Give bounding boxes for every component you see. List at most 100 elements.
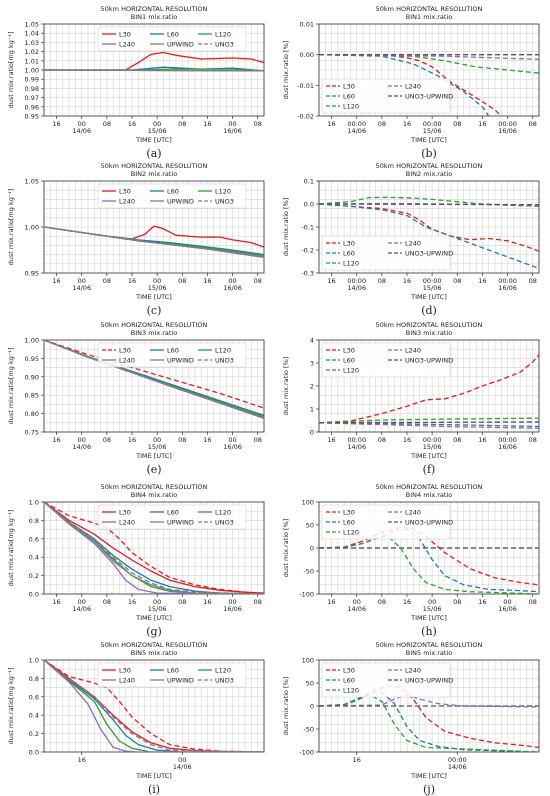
legend-label-upwind: UPWIND (167, 197, 194, 205)
chart-subtitle: BIN4 mix.ratio (406, 491, 453, 499)
x-tick-date-label: 14/06 (347, 443, 366, 451)
x-tick-date-label: 14/06 (347, 127, 366, 135)
series-line-l240 (44, 502, 264, 594)
legend-box (97, 662, 247, 688)
x-tick-label: 16 (403, 436, 411, 444)
series-line-l30 (44, 225, 264, 248)
y-axis-label: dust mix.ratio[mg kg⁻¹] (7, 668, 15, 745)
chart-subtitle: BIN5 mix.ratio (131, 649, 178, 657)
legend-label-l30: L30 (119, 346, 131, 354)
y-tick-label: 0.4 (29, 712, 39, 720)
x-tick-date-label: 14/06 (448, 763, 467, 771)
y-axis-label: dust mix.ratio[mg kg⁻¹] (7, 32, 15, 109)
series-line-l30 (44, 340, 264, 409)
x-tick-label: 00:00 (423, 120, 442, 128)
y-tick-label: 1.0 (29, 657, 39, 665)
legend-label-upwind: UPWIND (167, 40, 194, 48)
y-tick-label: -100 (299, 591, 314, 599)
series-line-l120 (319, 417, 539, 424)
y-tick-label: 50 (306, 522, 314, 530)
series-group (319, 354, 539, 429)
panel-sublabel-j: (j) (423, 783, 435, 796)
x-tick-label: 16 (327, 436, 335, 444)
x-axis-label: TIME [UTC] (410, 293, 447, 301)
y-tick-label: 1.00 (25, 67, 39, 75)
x-tick-label: 00:00 (498, 277, 517, 285)
x-tick-label: 08 (453, 120, 461, 128)
legend-label-uno3-upwind: UNO3-UPWIND (405, 92, 453, 100)
legend-label-l60: L60 (343, 676, 355, 684)
legend: L30 L240 L60 UNO3-UPWIND L120 (321, 235, 453, 271)
x-tick-label: 00 (178, 756, 186, 764)
legend-label-l240: L240 (405, 508, 421, 516)
legend-label-l120: L120 (215, 666, 231, 674)
legend-box (321, 504, 451, 540)
y-axis-label: dust mix.ratio [%] (282, 41, 290, 100)
chart-title: 50km HORIZONTAL RESOLUTION (101, 321, 208, 329)
plot-frame (318, 23, 540, 117)
y-tick-label: 0 (310, 703, 314, 711)
legend-label-l60: L60 (167, 666, 179, 674)
x-tick-label: 16 (52, 436, 60, 444)
legend-label-l120: L120 (215, 346, 231, 354)
panel-sublabel-a: (a) (146, 147, 162, 160)
series-group (319, 54, 539, 116)
plot-frame (43, 501, 265, 595)
legend-label-upwind: UPWIND (167, 356, 194, 364)
x-tick-date-label: 15/06 (423, 443, 442, 451)
y-tick-label: 0.97 (25, 94, 39, 102)
series-line-uno3-upwind (319, 203, 539, 206)
y-tick-label: 1.00 (25, 224, 39, 232)
y-tick-label: 0.2 (29, 572, 39, 580)
legend-label-l60: L60 (167, 346, 179, 354)
y-tick-label: 1.02 (25, 48, 39, 56)
x-tick-label: 08 (254, 598, 262, 606)
y-axis-label: dust mix.ratio[mg kg⁻¹] (7, 348, 15, 425)
series-line-l120 (319, 54, 539, 74)
legend-label-l30: L30 (343, 82, 355, 90)
x-tick-label: 16 (403, 120, 411, 128)
series-line-l30 (44, 660, 264, 752)
legend-label-l60: L60 (167, 30, 179, 38)
x-tick-label: 00:00 (448, 756, 467, 764)
y-tick-label: -0.3 (301, 270, 314, 278)
x-tick-label: 16 (52, 120, 60, 128)
x-tick-date-label: 14/06 (72, 443, 91, 451)
legend-label-uno3-upwind: UNO3-UPWIND (405, 676, 453, 684)
y-axis-label: dust mix.ratio[mg kg⁻¹] (7, 189, 15, 266)
legend-label-l240: L240 (119, 356, 135, 364)
chart-title: 50km HORIZONTAL RESOLUTION (376, 5, 483, 13)
legend-label-l120: L120 (215, 30, 231, 38)
x-tick-date-label: 14/06 (72, 605, 91, 613)
panel-sublabel-g: (g) (146, 625, 162, 638)
series-line-l60 (319, 54, 490, 116)
y-axis-label: dust mix.ratio[mg kg⁻¹] (7, 510, 15, 587)
chart-subtitle: BIN2 mix.ratio (131, 170, 178, 178)
x-tick-label: 08 (378, 436, 386, 444)
series-group (44, 660, 264, 752)
chart-subtitle: BIN2 mix.ratio (406, 170, 453, 178)
x-tick-label: 08 (378, 277, 386, 285)
x-tick-date-label: 14/06 (72, 284, 91, 292)
x-tick-label: 00:00 (347, 120, 366, 128)
x-tick-label: 00:00 (423, 436, 442, 444)
x-tick-label: 16 (128, 277, 136, 285)
x-axis-label: TIME [UTC] (135, 452, 172, 460)
y-tick-label: 0.98 (25, 85, 39, 93)
legend-box (97, 342, 247, 368)
x-tick-date-label: 15/06 (423, 127, 442, 135)
y-tick-label: 0 (310, 429, 314, 437)
x-tick-label: 08 (529, 436, 537, 444)
x-tick-label: 00:00 (347, 436, 366, 444)
panel-sublabel-e: (e) (146, 463, 162, 476)
series-group (44, 225, 264, 259)
x-tick-label: 08 (103, 598, 111, 606)
y-tick-label: 1.0 (29, 499, 39, 507)
x-tick-date-label: 16/06 (498, 443, 517, 451)
legend-label-uno3: UNO3 (215, 518, 234, 526)
